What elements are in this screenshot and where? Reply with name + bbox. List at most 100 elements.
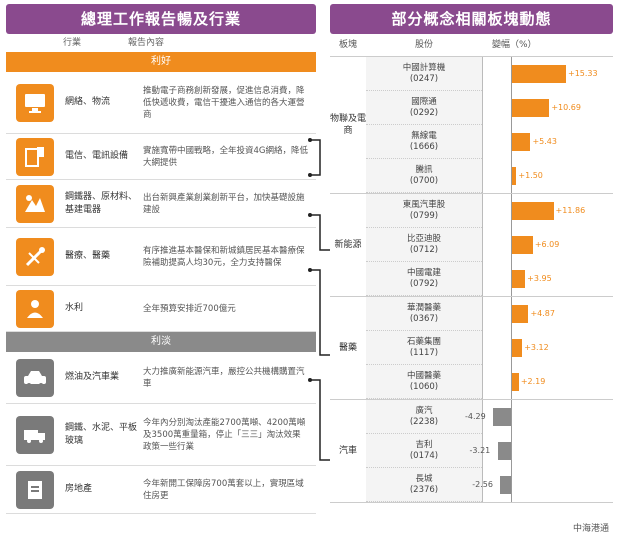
zero-axis-line: [511, 57, 512, 193]
sector-bars: +15.33 +10.69 +5.43 +1.50: [483, 57, 613, 193]
col-header-change: 變幅（%）: [492, 40, 537, 50]
bar-value-label: +3.95: [527, 274, 552, 283]
left-col-headers: 行業 報告內容: [6, 34, 316, 52]
zero-axis-line: [511, 297, 512, 399]
bar-row: +2.19: [483, 365, 613, 399]
bar-value-label: +6.09: [534, 240, 560, 249]
bar-value-label: -4.29: [465, 412, 486, 421]
bar-value-label: +2.19: [520, 377, 546, 386]
company-name: 廣汽: [415, 405, 433, 416]
company-cell: 東風汽車股 (0799): [366, 194, 482, 228]
sector-name: 物聯及電商: [330, 57, 366, 193]
benefit-description: 推動電子商務創新發展，促進信息消費，降低快遞收費，電信干擾進入通信的各大運營商: [143, 85, 305, 120]
col-header-industry: 行業: [62, 38, 81, 48]
bar-value-label: +10.69: [551, 103, 581, 112]
harm-description: 今年新開工保障房700萬套以上，實現區域住房更: [143, 478, 304, 501]
sector-name: 醫藥: [330, 297, 366, 399]
change-bar: [511, 65, 566, 83]
harm-row: 鋼鐵、水泥、平板玻璃 今年內分別淘汰產能2700萬噸、4200萬噸及3500萬重量…: [6, 404, 316, 466]
company-code: (0292): [409, 107, 439, 118]
benefit-description: 有序推進基本醫保和新城鎮居民基本醫療保險補助提高人均30元，全力支持醫保: [143, 245, 305, 268]
sector-bars: +11.86 +6.09 +3.95: [483, 194, 613, 296]
change-bar: [511, 236, 533, 254]
right-col-headers: 板塊 股份 變幅（%）: [330, 34, 613, 57]
sector-group: 新能源 東風汽車股 (0799) 比亞迪股 (0712) 中國電建 (0792) +11.86…: [330, 194, 613, 297]
change-bar: [511, 305, 529, 323]
sector-companies: 華潤醫藥 (0367) 石藥集團 (1117) 中國醫藥 (1060): [366, 297, 483, 399]
company-cell: 吉利 (0174): [366, 434, 482, 468]
bar-value-label: +5.43: [532, 137, 557, 146]
connector-telecom: [310, 139, 321, 176]
connector-auto: [310, 379, 330, 461]
tools-icon: [16, 237, 54, 276]
source-note: 中海港通: [572, 524, 609, 534]
bar-value-label: +11.86: [555, 206, 586, 215]
zero-axis-line: [511, 400, 512, 502]
company-code: (2376): [409, 484, 439, 495]
sector-group: 物聯及電商 中國計算機 (0247) 國際通 (0292) 無線電 (1666) 騰訊 (070…: [330, 57, 613, 194]
bar-row: +4.87: [483, 297, 613, 331]
col-header-sector: 板塊: [338, 40, 357, 50]
change-bar: [500, 476, 511, 494]
sector-companies: 東風汽車股 (0799) 比亞迪股 (0712) 中國電建 (0792): [366, 194, 483, 296]
bar-row: +1.50: [483, 159, 613, 193]
harm-row: 燃油及汽車業 大力推廣新能源汽車，嚴控公共機構購置汽車: [6, 352, 316, 404]
change-bar: [511, 202, 554, 220]
company-code: (0792): [409, 278, 439, 289]
change-bar: [497, 442, 511, 460]
company-name: 比亞迪股: [406, 233, 441, 244]
harm-description: 大力推廣新能源汽車，嚴控公共機構購置汽車: [143, 366, 305, 389]
bar-value-label: +15.33: [568, 69, 598, 78]
company-cell: 中國計算機 (0247): [366, 57, 482, 91]
company-name: 長城: [415, 473, 433, 484]
benefit-description: 出台新興產業創業創新平台，加快基礎設施建設: [143, 192, 305, 215]
company-name: 華潤醫藥: [406, 302, 441, 313]
bar-value-label: +4.87: [530, 309, 555, 318]
bar-row: -2.56: [472, 468, 613, 502]
company-code: (0799): [409, 210, 439, 221]
company-name: 中國電建: [406, 267, 441, 278]
sector-name: 汽車: [330, 400, 366, 502]
change-bar: [493, 408, 511, 426]
company-name: 石藥集團: [406, 336, 441, 347]
bar-value-label: +3.12: [524, 343, 549, 352]
connector-medical: [310, 269, 330, 356]
harm-industry-label: 房地產: [65, 484, 93, 494]
company-cell: 國際通 (0292): [366, 91, 482, 125]
company-code: (1117): [409, 347, 439, 358]
document-icon: [16, 470, 54, 509]
company-cell: 長城 (2376): [366, 468, 482, 502]
change-bar: [511, 270, 526, 288]
company-name: 中國醫藥: [406, 370, 441, 381]
company-cell: 騰訊 (0700): [366, 159, 482, 193]
people-icon: [16, 289, 54, 328]
benefit-industry-label: 網絡、物流: [65, 97, 111, 107]
section-benefit: 利好: [6, 52, 316, 72]
company-code: (0367): [409, 313, 439, 324]
connector-newenergy: [310, 214, 330, 251]
sector-group: 醫藥 華潤醫藥 (0367) 石藥集團 (1117) 中國醫藥 (1060) +4.87 +3.…: [330, 297, 613, 400]
benefit-row: 鋼鐵器、原材料、基建電器 出台新興產業創業創新平台，加快基礎設施建設: [6, 180, 316, 228]
company-code: (0174): [409, 450, 439, 461]
sector-bars: -4.29 -3.21 -2.56: [465, 400, 613, 502]
company-code: (0712): [409, 244, 439, 255]
right-title: 部分概念相關板塊動態: [330, 4, 613, 34]
company-code: (1666): [409, 141, 439, 152]
col-header-content: 報告內容: [128, 38, 165, 48]
bar-row: +3.12: [483, 331, 613, 365]
left-title: 總理工作報告暢及行業: [6, 4, 316, 34]
company-name: 東風汽車股: [402, 199, 446, 210]
harm-row: 房地產 今年新開工保障房700萬套以上，實現區域住房更: [6, 466, 316, 514]
benefit-industry-label: 水利: [65, 303, 84, 313]
right-panel: 部分概念相關板塊動態 板塊 股份 變幅（%） 物聯及電商 中國計算機 (0247) 國…: [330, 4, 613, 503]
company-name: 中國計算機: [402, 62, 446, 73]
company-code: (1060): [409, 381, 439, 392]
company-name: 無線電: [411, 130, 437, 141]
harm-industry-label: 燃油及汽車業: [65, 372, 120, 382]
company-code: (0700): [409, 175, 439, 186]
company-cell: 中國醫藥 (1060): [366, 365, 482, 399]
company-cell: 廣汽 (2238): [366, 400, 482, 434]
zero-axis-line: [511, 194, 512, 296]
benefit-row: 醫療、醫藥 有序推進基本醫保和新城鎮居民基本醫療保險補助提高人均30元，全力支持醫…: [6, 228, 316, 286]
change-bar: [511, 99, 550, 117]
